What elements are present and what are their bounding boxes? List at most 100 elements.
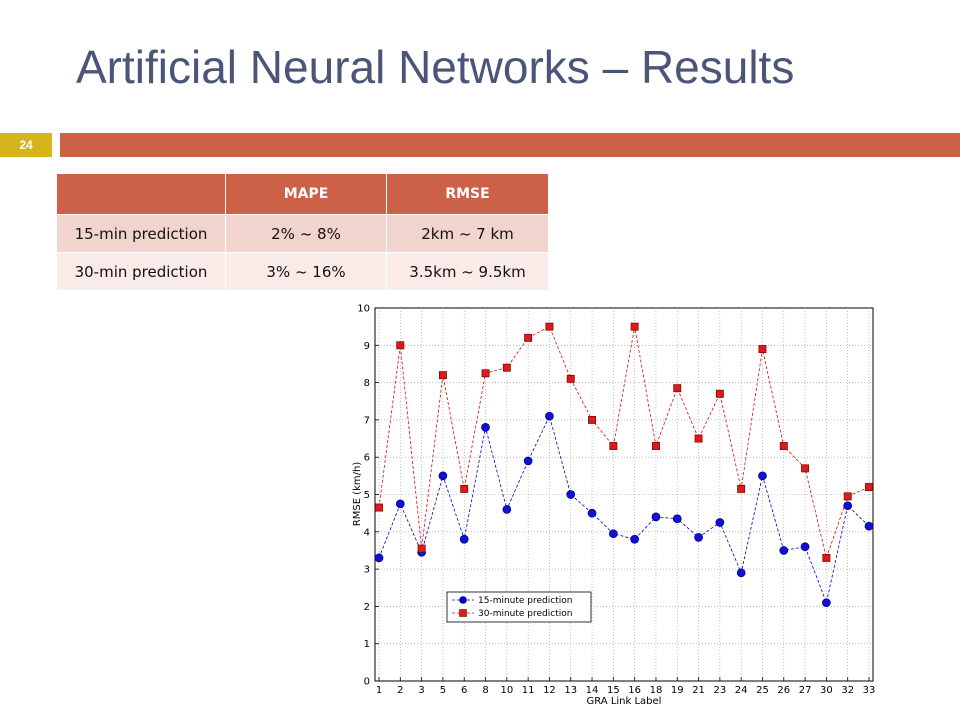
y-tick-label: 0 xyxy=(364,677,370,688)
data-point-15min xyxy=(779,546,789,555)
data-point-30min xyxy=(694,434,703,443)
y-tick-label: 1 xyxy=(364,639,370,650)
data-point-30min xyxy=(417,544,426,553)
data-point-15min xyxy=(864,521,874,531)
data-point-30min xyxy=(822,553,831,562)
table-cell: 15-min prediction xyxy=(56,214,226,253)
x-tick-label: 3 xyxy=(418,685,424,696)
y-tick-label: 9 xyxy=(364,341,370,352)
data-point-30min xyxy=(460,484,469,493)
table-row: 30-min prediction 3% ~ 16% 3.5km ~ 9.5km xyxy=(56,252,549,291)
data-point-15min xyxy=(374,553,384,563)
data-point-15min xyxy=(566,490,576,499)
data-point-30min xyxy=(524,333,533,342)
x-axis-label: GRA Link Label xyxy=(587,696,662,707)
data-point-30min xyxy=(652,442,660,450)
table-row: 15-min prediction 2% ~ 8% 2km ~ 7 km xyxy=(56,214,549,253)
data-point-15min xyxy=(651,512,661,522)
table-header-row: MAPE RMSE xyxy=(56,173,549,215)
x-tick-label: 30 xyxy=(820,685,833,696)
data-point-15min xyxy=(481,423,490,432)
legend-label-30: 30-minute prediction xyxy=(478,609,572,619)
data-point-15min xyxy=(630,534,640,544)
data-point-30min xyxy=(588,415,596,424)
accent-bar xyxy=(60,133,960,157)
x-tick-label: 23 xyxy=(714,685,727,696)
table-header-cell: MAPE xyxy=(225,173,387,215)
y-tick-label: 8 xyxy=(364,378,370,389)
x-tick-label: 26 xyxy=(777,685,790,696)
data-point-30min xyxy=(630,322,639,331)
data-point-30min xyxy=(375,503,383,512)
y-tick-label: 7 xyxy=(364,415,370,426)
data-point-30min xyxy=(438,371,447,380)
results-table: MAPE RMSE 15-min prediction 2% ~ 8% 2km … xyxy=(56,173,549,291)
data-point-15min xyxy=(822,598,831,608)
legend-box xyxy=(446,591,592,623)
data-point-30min xyxy=(502,363,511,372)
y-tick-label: 3 xyxy=(364,565,370,576)
x-tick-label: 15 xyxy=(607,685,620,696)
chart-legend: 15-minute prediction 30-minute predictio… xyxy=(446,591,592,623)
x-tick-label: 13 xyxy=(564,685,577,696)
data-point-30min xyxy=(801,464,810,473)
x-tick-label: 24 xyxy=(735,685,748,696)
data-point-30min xyxy=(609,442,618,450)
data-point-15min xyxy=(459,534,469,544)
x-tick-label: 16 xyxy=(628,685,641,696)
data-point-30min xyxy=(758,345,767,353)
data-point-30min xyxy=(566,374,575,383)
slide-number-badge: 24 xyxy=(0,133,52,157)
data-point-15min xyxy=(523,456,533,466)
legend-label-15: 15-minute prediction xyxy=(478,596,572,606)
x-tick-label: 2 xyxy=(397,685,403,696)
table-cell: 2km ~ 7 km xyxy=(386,214,549,253)
x-tick-label: 32 xyxy=(841,685,854,696)
x-tick-label: 14 xyxy=(586,685,599,696)
y-axis-label: RMSE (km/h) xyxy=(352,462,363,527)
y-tick-label: 2 xyxy=(364,602,370,613)
data-point-15min xyxy=(608,529,618,539)
rmse-chart: 0 1 2 3 4 5 6 7 8 9 10 1 2 3 5 6 8 10 11 12 13 14 15 16 18 19 21 23… xyxy=(340,300,885,716)
x-tick-label: 1 xyxy=(376,685,382,696)
data-point-30min xyxy=(737,484,746,493)
x-tick-label: 27 xyxy=(799,685,812,696)
data-point-30min xyxy=(396,341,405,350)
table-cell: 30-min prediction xyxy=(56,252,226,291)
y-tick-label: 4 xyxy=(364,527,370,538)
x-tick-label: 25 xyxy=(756,685,769,696)
data-point-15min xyxy=(438,471,448,481)
data-point-15min xyxy=(800,542,810,552)
x-tick-label: 33 xyxy=(863,685,876,696)
x-tick-label: 12 xyxy=(543,685,556,696)
data-point-15min xyxy=(545,411,554,421)
x-tick-label: 11 xyxy=(522,685,535,696)
x-tick-label: 19 xyxy=(671,685,684,696)
data-point-15min xyxy=(587,508,597,518)
slide-title: Artificial Neural Networks – Results xyxy=(76,41,795,93)
y-tick-label: 5 xyxy=(364,490,370,501)
x-tick-label: 8 xyxy=(482,685,488,696)
data-point-30min xyxy=(545,322,554,331)
data-point-15min xyxy=(694,533,703,542)
table-cell: 3.5km ~ 9.5km xyxy=(386,252,549,291)
data-point-15min xyxy=(395,499,405,509)
x-tick-label: 10 xyxy=(500,685,513,696)
data-point-30min xyxy=(673,384,682,393)
table-header-cell: RMSE xyxy=(386,173,549,215)
data-point-30min xyxy=(865,483,873,491)
x-tick-label: 6 xyxy=(461,685,467,696)
data-point-15min xyxy=(715,518,725,527)
data-point-15min xyxy=(672,514,682,524)
legend-marker-30 xyxy=(459,609,467,617)
data-point-15min xyxy=(502,505,512,514)
series-layer xyxy=(374,322,874,608)
data-point-15min xyxy=(736,568,746,578)
legend-marker-15 xyxy=(459,596,467,604)
data-point-15min xyxy=(758,471,767,481)
data-point-30min xyxy=(481,369,490,378)
x-tick-label: 21 xyxy=(692,685,705,696)
x-tick-label: 5 xyxy=(440,685,446,696)
